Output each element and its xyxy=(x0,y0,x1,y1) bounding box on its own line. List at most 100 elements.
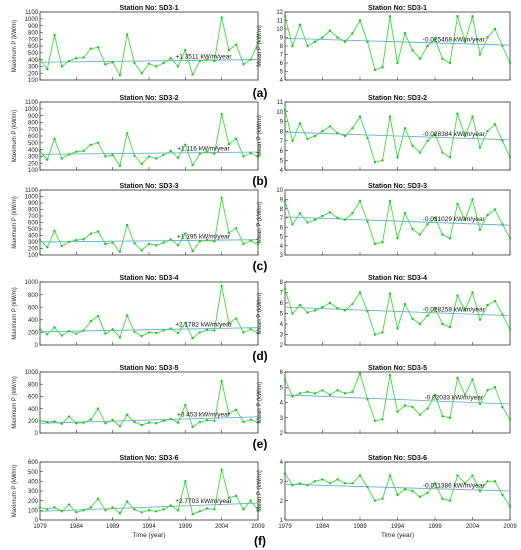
y-tick-label: 500 xyxy=(28,227,39,233)
data-point xyxy=(358,115,362,118)
data-point xyxy=(147,331,151,334)
trend-line xyxy=(284,306,511,317)
chart-panel: Station No: SD3-2 4 5 6 7 8 9 10 11 Mean P (kW/m)… xyxy=(257,95,512,174)
data-point xyxy=(235,317,238,320)
data-point xyxy=(38,419,42,422)
data-point xyxy=(283,472,287,475)
data-point xyxy=(471,15,474,18)
y-tick-label: 900 xyxy=(28,114,39,120)
y-tick-label: 2 xyxy=(280,431,284,437)
data-point xyxy=(38,238,42,242)
x-tick-label: 2004 xyxy=(215,524,229,530)
data-point xyxy=(104,63,107,66)
data-point xyxy=(471,115,474,118)
trend-line xyxy=(39,502,259,512)
data-point xyxy=(96,230,100,233)
y-tick-label: 800 xyxy=(28,382,39,388)
data-point xyxy=(184,48,187,52)
data-point xyxy=(508,156,512,159)
data-point xyxy=(162,329,165,332)
trend-line xyxy=(284,483,511,492)
chart-title: Station No: SD3-3 xyxy=(368,183,427,190)
y-tick-label: 6 xyxy=(280,225,284,231)
data-point xyxy=(38,506,42,509)
data-point xyxy=(111,418,114,422)
y-tick-label: 7 xyxy=(280,53,284,59)
chart-panel: Station No: SD3-1 4 5 6 7 8 9 10 11 12 Mean P (kW/… xyxy=(257,5,512,84)
data-point xyxy=(82,329,85,332)
data-point xyxy=(463,134,467,138)
y-tick-label: 1000 xyxy=(25,107,39,113)
data-point xyxy=(366,40,369,43)
data-point xyxy=(448,499,452,502)
data-point xyxy=(448,237,452,240)
data-point xyxy=(291,44,294,48)
y-tick-label: 7 xyxy=(280,216,284,222)
y-tick-label: 600 xyxy=(28,305,39,311)
data-point xyxy=(111,328,114,331)
x-tick-label: 1989 xyxy=(106,524,120,530)
trend-annotation: +1.3511 kW/m/year xyxy=(175,53,232,60)
y-tick-label: 600 xyxy=(28,460,39,466)
data-point xyxy=(38,58,42,61)
data-point xyxy=(155,65,158,68)
y-tick-label: 200 xyxy=(28,419,39,425)
data-point xyxy=(478,402,482,406)
data-point xyxy=(126,413,129,416)
data-point xyxy=(328,29,332,32)
plot-frame xyxy=(39,189,259,256)
data-point xyxy=(111,153,114,157)
data-point xyxy=(403,404,407,407)
data-point xyxy=(283,108,287,111)
data-point xyxy=(191,336,194,340)
data-point xyxy=(242,63,245,66)
data-point xyxy=(396,327,399,330)
y-tick-label: 5 xyxy=(280,385,284,391)
trend-annotation: -0.011386 kW/m/year xyxy=(423,482,485,489)
data-point xyxy=(227,48,231,52)
data-point xyxy=(388,373,392,377)
data-point xyxy=(381,497,384,500)
data-point xyxy=(388,474,392,477)
y-tick-label: 200 xyxy=(28,247,39,253)
data-point xyxy=(213,59,216,63)
y-tick-label: 7 xyxy=(280,291,284,297)
x-tick-label: 2009 xyxy=(251,524,265,530)
data-point xyxy=(67,503,71,506)
data-point xyxy=(298,212,302,215)
data-point xyxy=(298,482,302,485)
data-point xyxy=(104,332,107,335)
data-point xyxy=(441,322,444,326)
data-point xyxy=(478,489,482,493)
data-point xyxy=(111,241,114,244)
data-point xyxy=(418,57,422,60)
data-point xyxy=(191,425,194,429)
data-point xyxy=(191,249,194,253)
data-point xyxy=(140,334,143,338)
data-point xyxy=(60,422,63,426)
data-point xyxy=(388,199,392,203)
chart-panel: Station No: SD3-5 0 200 400 600 800 1000 Maximu… xyxy=(12,365,260,437)
data-point xyxy=(198,331,202,334)
data-point xyxy=(463,482,467,485)
data-point xyxy=(501,139,504,143)
y-tick-label: 300 xyxy=(28,65,39,71)
data-point xyxy=(493,27,497,31)
data-point xyxy=(60,244,63,248)
y-tick-label: 8 xyxy=(280,129,284,135)
chart-title: Station No: SD3-2 xyxy=(368,95,427,102)
data-point xyxy=(351,390,354,394)
trend-annotation: -0.031029 kW/m/year xyxy=(423,216,486,223)
data-point xyxy=(67,415,71,418)
data-point xyxy=(343,482,347,485)
data-point xyxy=(89,47,93,50)
x-tick-label: 2004 xyxy=(466,524,480,530)
chart-title: Station No: SD3-6 xyxy=(119,455,178,462)
data-point xyxy=(256,155,260,159)
y-tick-label: 3 xyxy=(280,480,284,486)
y-tick-label: 700 xyxy=(28,127,39,133)
data-point xyxy=(328,393,332,397)
y-tick-label: 900 xyxy=(28,201,39,207)
data-point xyxy=(89,506,93,509)
